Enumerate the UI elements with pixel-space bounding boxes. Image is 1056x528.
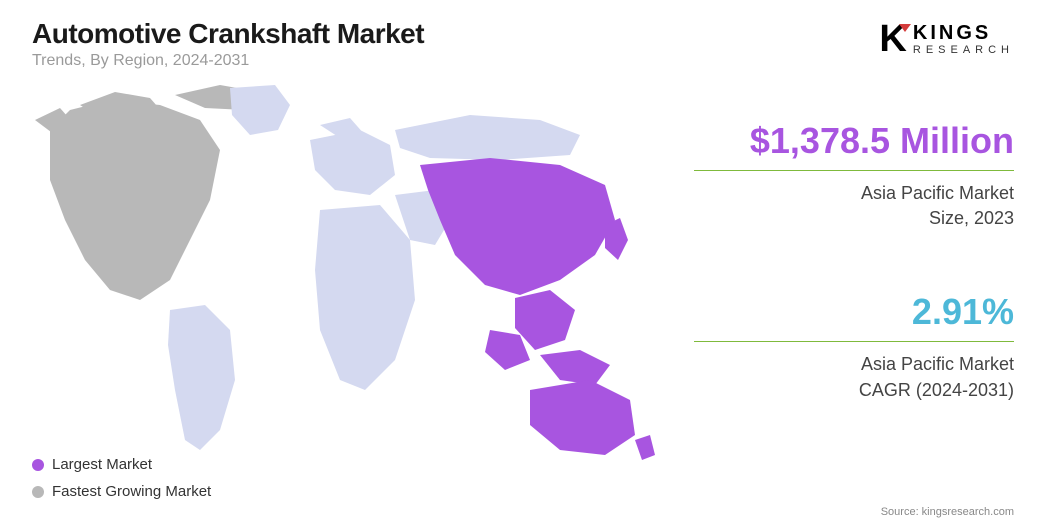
- page-title: Automotive Crankshaft Market: [32, 18, 424, 50]
- map-legend: Largest Market Fastest Growing Market: [32, 446, 211, 500]
- stats-panel: $1,378.5 Million Asia Pacific Market Siz…: [694, 120, 1014, 463]
- world-map: [20, 80, 660, 460]
- brand-logo: K KINGS RESEARCH: [879, 18, 1014, 61]
- legend-dot-icon: [32, 459, 44, 471]
- legend-item-largest: Largest Market: [32, 456, 211, 473]
- stat-value: 2.91%: [694, 291, 1014, 333]
- region-north-america: [35, 85, 260, 300]
- stat-label: Asia Pacific Market CAGR (2024-2031): [694, 352, 1014, 402]
- region-europe: [310, 118, 395, 195]
- region-russia-north: [395, 115, 580, 160]
- stat-divider: [694, 170, 1014, 171]
- legend-label: Largest Market: [52, 456, 152, 473]
- logo-text: KINGS RESEARCH: [913, 23, 1014, 56]
- logo-mark: K: [879, 18, 904, 61]
- legend-dot-icon: [32, 486, 44, 498]
- legend-item-fastest: Fastest Growing Market: [32, 483, 211, 500]
- region-greenland: [230, 85, 290, 135]
- logo-main: KINGS: [913, 23, 1014, 43]
- header: Automotive Crankshaft Market Trends, By …: [32, 18, 424, 70]
- stat-market-size: $1,378.5 Million Asia Pacific Market Siz…: [694, 120, 1014, 231]
- region-south-america: [168, 305, 235, 450]
- logo-sub: RESEARCH: [913, 45, 1014, 56]
- source-attribution: Source: kingsresearch.com: [881, 506, 1014, 518]
- stat-cagr: 2.91% Asia Pacific Market CAGR (2024-203…: [694, 291, 1014, 402]
- stat-label: Asia Pacific Market Size, 2023: [694, 181, 1014, 231]
- stat-value: $1,378.5 Million: [694, 120, 1014, 162]
- region-asia-pacific: [420, 158, 655, 460]
- legend-label: Fastest Growing Market: [52, 483, 211, 500]
- page-subtitle: Trends, By Region, 2024-2031: [32, 52, 424, 70]
- stat-divider: [694, 341, 1014, 342]
- region-africa: [315, 205, 415, 390]
- map-svg: [20, 80, 660, 460]
